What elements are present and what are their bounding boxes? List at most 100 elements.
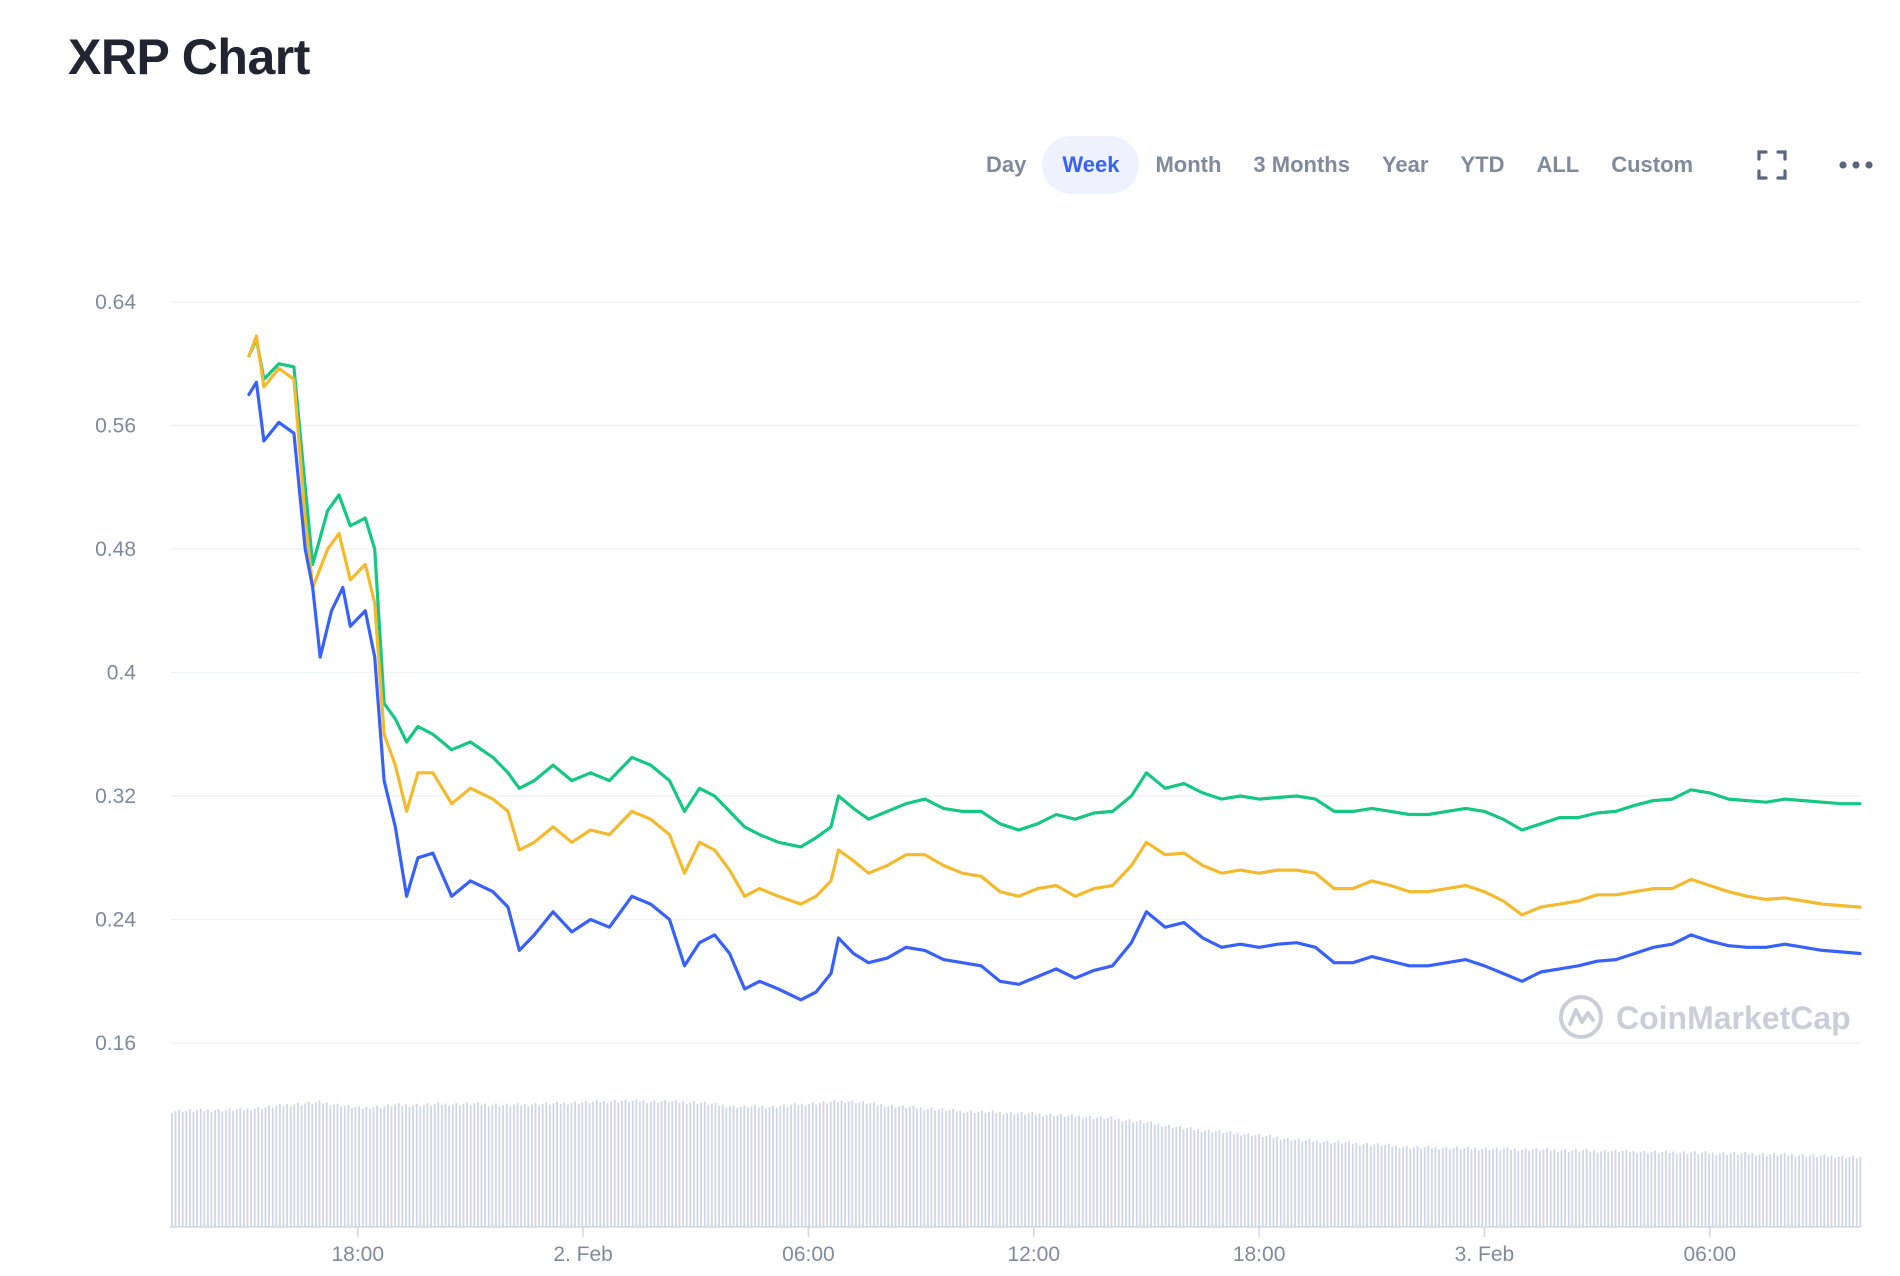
range-day-button[interactable]: Day	[970, 136, 1042, 194]
volume-bar	[707, 1104, 710, 1227]
volume-bar	[635, 1099, 638, 1227]
volume-bar	[1398, 1148, 1401, 1227]
volume-bar	[1715, 1155, 1718, 1227]
volume-bar	[909, 1106, 911, 1227]
volume-bar	[1524, 1148, 1527, 1227]
volume-bar	[1251, 1136, 1253, 1227]
range-ytd-button[interactable]: YTD	[1444, 136, 1520, 194]
volume-bar	[232, 1110, 234, 1227]
volume-bar	[1204, 1130, 1206, 1227]
volume-bar	[948, 1109, 951, 1227]
volume-bar	[1621, 1151, 1624, 1227]
series-line-1	[247, 337, 1862, 849]
volume-bar	[361, 1108, 364, 1227]
volume-bar	[297, 1103, 299, 1227]
volume-bar	[1513, 1148, 1516, 1227]
volume-bar	[1434, 1147, 1437, 1227]
range-month-button[interactable]: Month	[1139, 136, 1237, 194]
fullscreen-icon	[1757, 150, 1787, 180]
volume-bar	[574, 1101, 576, 1227]
fullscreen-button[interactable]	[1743, 136, 1801, 194]
volume-bar	[1053, 1116, 1055, 1227]
volume-bar	[1312, 1141, 1314, 1227]
volume-bar	[1629, 1152, 1631, 1227]
volume-bar	[1391, 1146, 1394, 1227]
volume-bar	[527, 1106, 530, 1227]
volume-bar	[1485, 1147, 1487, 1227]
volume-bar	[1218, 1130, 1221, 1227]
volume-bar	[225, 1109, 227, 1227]
volume-bar	[1668, 1153, 1671, 1227]
volume-bar	[999, 1111, 1001, 1227]
volume-bar	[304, 1103, 306, 1227]
volume-bar	[1211, 1132, 1214, 1227]
volume-bar	[678, 1102, 681, 1227]
volume-bar	[1690, 1152, 1692, 1227]
volume-bar	[466, 1102, 468, 1227]
range-week-button[interactable]: Week	[1042, 136, 1140, 194]
range-3-months-button[interactable]: 3 Months	[1237, 136, 1366, 194]
volume-bar	[1769, 1154, 1772, 1227]
volume-bar	[1247, 1133, 1250, 1227]
volume-bar	[1049, 1113, 1052, 1227]
volume-bar	[1319, 1143, 1322, 1227]
volume-bar	[1139, 1120, 1142, 1227]
volume-bar	[1189, 1127, 1192, 1227]
volume-bar	[1585, 1148, 1588, 1227]
volume-bar	[588, 1103, 591, 1227]
volume-bar	[315, 1102, 317, 1227]
volume-bar	[1801, 1154, 1804, 1227]
volume-bar	[1812, 1154, 1815, 1227]
volume-bar	[1549, 1150, 1552, 1227]
volume-bar	[217, 1109, 220, 1227]
volume-bar	[397, 1103, 400, 1227]
volume-bar	[995, 1113, 998, 1227]
x-tick-label: 18:00	[331, 1243, 384, 1266]
volume-bar	[199, 1108, 202, 1227]
range-year-button[interactable]: Year	[1366, 136, 1445, 194]
volume-bar	[1301, 1141, 1304, 1227]
volume-bar	[441, 1105, 443, 1227]
volume-bar	[1798, 1155, 1800, 1227]
volume-bar	[1099, 1116, 1102, 1227]
volume-bar	[552, 1103, 555, 1227]
volume-bar	[1085, 1117, 1088, 1227]
volume-bar	[977, 1111, 980, 1227]
volume-bar	[1449, 1149, 1451, 1227]
volume-bar	[1467, 1146, 1469, 1227]
volume-bar	[387, 1104, 389, 1227]
volume-bar	[1351, 1143, 1354, 1227]
volume-bar	[1081, 1118, 1084, 1227]
range-all-button[interactable]: ALL	[1520, 136, 1595, 194]
volume-bar	[196, 1110, 198, 1227]
volume-bar	[1395, 1145, 1397, 1227]
volume-bar	[1722, 1152, 1725, 1227]
volume-bar	[1024, 1114, 1026, 1227]
volume-bar	[1110, 1116, 1113, 1227]
volume-bar	[1013, 1114, 1016, 1227]
volume-bar	[480, 1104, 483, 1227]
volume-bar	[829, 1101, 832, 1227]
volume-bar	[1506, 1147, 1509, 1227]
volume-bar	[1441, 1148, 1444, 1227]
volume-bar	[973, 1113, 976, 1227]
volume-bar	[1215, 1131, 1217, 1227]
volume-bar	[509, 1106, 512, 1227]
volume-bar	[1639, 1152, 1642, 1227]
y-tick-label: 0.48	[95, 538, 136, 561]
range-custom-button[interactable]: Custom	[1595, 136, 1709, 194]
volume-bar	[1193, 1130, 1196, 1227]
volume-bar	[1438, 1149, 1440, 1227]
volume-bar	[207, 1109, 209, 1227]
volume-bar	[1017, 1113, 1019, 1227]
volume-bar	[1402, 1147, 1404, 1227]
volume-bar	[1287, 1137, 1289, 1227]
volume-bar	[250, 1110, 252, 1227]
more-options-button[interactable]	[1827, 136, 1885, 194]
volume-bar	[873, 1102, 875, 1227]
volume-bar	[1009, 1111, 1012, 1227]
volume-bar	[775, 1107, 778, 1227]
volume-bar	[318, 1100, 321, 1227]
volume-bar	[1575, 1149, 1577, 1227]
volume-bar	[739, 1106, 742, 1227]
